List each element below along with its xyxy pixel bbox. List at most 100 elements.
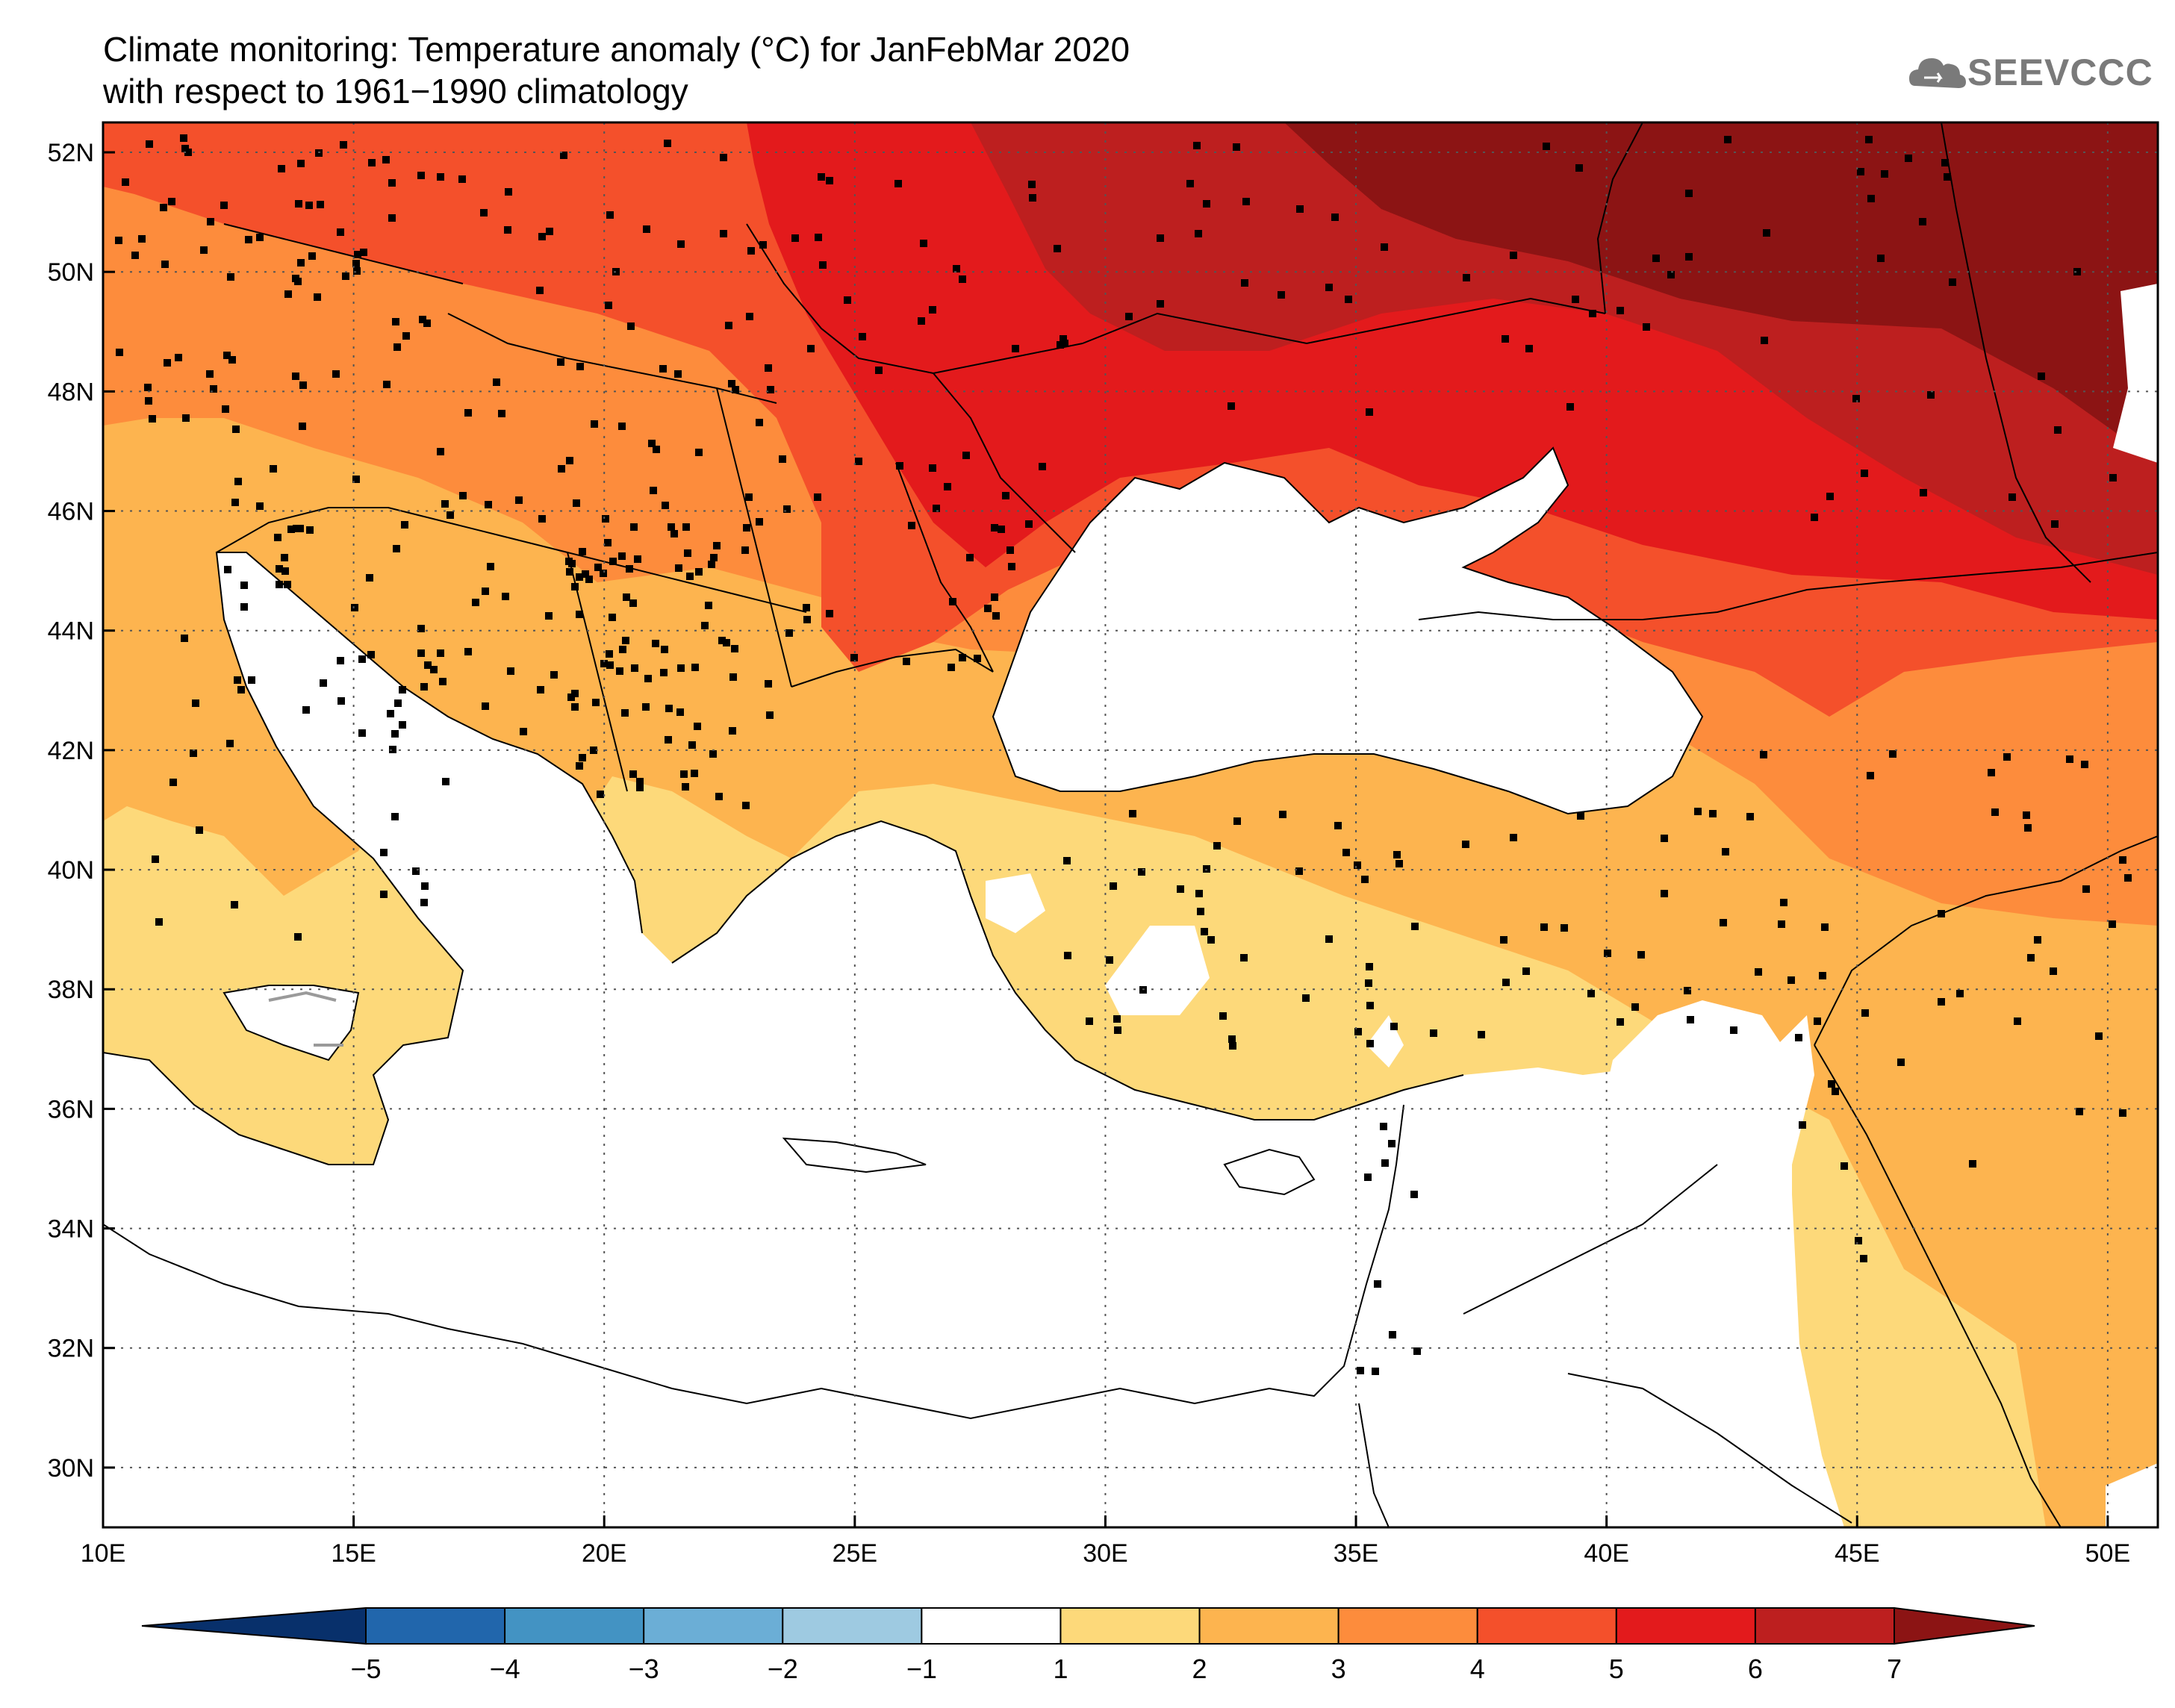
station-marker: [1381, 243, 1388, 251]
lat-tick-label: 40N: [48, 856, 94, 885]
station-marker: [1905, 155, 1912, 162]
station-marker: [391, 730, 399, 738]
station-marker: [695, 449, 703, 456]
station-marker: [756, 518, 763, 526]
station-marker: [1207, 936, 1215, 944]
station-marker: [1694, 808, 1702, 815]
station-marker: [920, 240, 927, 247]
station-marker: [1861, 470, 1868, 477]
station-marker: [1242, 198, 1250, 205]
station-marker: [200, 246, 208, 254]
station-marker: [412, 867, 420, 875]
station-marker: [659, 365, 667, 373]
station-marker: [144, 384, 152, 391]
station-marker: [175, 354, 182, 361]
station-marker: [1334, 822, 1342, 829]
station-marker: [2076, 1108, 2083, 1115]
station-marker: [1389, 1331, 1396, 1338]
station-marker: [1709, 810, 1717, 817]
station-marker: [815, 234, 822, 241]
station-marker: [169, 779, 177, 786]
station-marker: [766, 711, 774, 719]
station-marker: [1938, 998, 1945, 1006]
station-marker: [122, 178, 129, 186]
station-marker: [297, 160, 305, 167]
station-marker: [164, 359, 171, 367]
station-marker: [1233, 817, 1241, 825]
station-marker: [383, 381, 390, 388]
station-marker: [621, 709, 629, 717]
lat-tick-label: 30N: [48, 1454, 94, 1483]
station-marker: [684, 549, 691, 557]
station-marker: [487, 563, 494, 570]
station-marker: [206, 370, 214, 378]
station-marker: [274, 534, 281, 541]
station-marker: [1345, 296, 1352, 303]
station-marker: [576, 363, 584, 370]
station-marker: [498, 410, 505, 417]
station-marker: [2073, 268, 2081, 275]
station-marker: [991, 593, 998, 601]
longitude-axis: 10E 15E 20E 25E 30E 35E 40E 45E 50E: [81, 1515, 2130, 1568]
station-marker: [1278, 291, 1285, 299]
lon-tick-label: 25E: [833, 1539, 878, 1568]
station-marker: [1028, 181, 1036, 188]
station-marker: [1780, 899, 1787, 906]
station-marker: [302, 706, 310, 714]
station-marker: [190, 749, 197, 757]
station-marker: [2109, 474, 2117, 481]
station-marker: [1821, 923, 1829, 931]
station-marker: [705, 602, 712, 609]
station-marker: [1510, 252, 1517, 259]
station-marker: [1325, 284, 1333, 291]
station-marker: [1795, 1034, 1802, 1041]
station-marker: [393, 545, 400, 552]
station-marker: [1411, 923, 1419, 930]
station-marker: [337, 228, 344, 236]
station-marker: [352, 260, 360, 267]
station-marker: [504, 226, 511, 234]
station-marker: [332, 370, 340, 378]
station-marker: [493, 378, 500, 386]
colorbar-box: [1198, 1607, 1339, 1645]
station-marker: [295, 200, 302, 208]
station-marker: [959, 654, 966, 661]
station-marker: [579, 548, 586, 555]
station-marker: [1197, 908, 1204, 915]
station-marker: [1380, 1123, 1387, 1130]
station-marker: [662, 502, 669, 509]
station-marker: [1938, 910, 1945, 917]
colorbar-label: 1: [1053, 1654, 1068, 1684]
colorbar-box: [643, 1607, 784, 1645]
station-marker: [723, 639, 730, 646]
station-marker: [665, 736, 672, 744]
station-marker: [1685, 190, 1693, 197]
station-marker: [1233, 143, 1240, 151]
anatolia-nodata-2: [1105, 926, 1210, 1015]
station-marker: [1897, 1059, 1905, 1066]
station-marker: [231, 901, 238, 908]
colorbar-box: [504, 1607, 645, 1645]
station-marker: [402, 332, 410, 340]
station-marker: [1685, 253, 1693, 261]
station-marker: [458, 175, 466, 183]
lon-tick-label: 50E: [2085, 1539, 2131, 1568]
station-marker: [1354, 861, 1361, 869]
station-marker: [680, 770, 688, 778]
station-marker: [210, 385, 217, 393]
station-marker: [1877, 255, 1885, 262]
station-marker: [1060, 335, 1067, 343]
station-marker: [2050, 967, 2057, 975]
station-marker: [756, 419, 763, 426]
station-marker: [424, 661, 432, 669]
station-marker: [281, 567, 289, 575]
station-marker: [1760, 751, 1767, 758]
station-marker: [240, 582, 248, 589]
station-marker: [896, 462, 903, 470]
station-marker: [342, 272, 349, 280]
station-marker: [1157, 300, 1164, 308]
station-marker: [149, 415, 156, 423]
station-marker: [894, 180, 902, 187]
station-marker: [606, 650, 613, 658]
station-marker: [180, 134, 187, 142]
